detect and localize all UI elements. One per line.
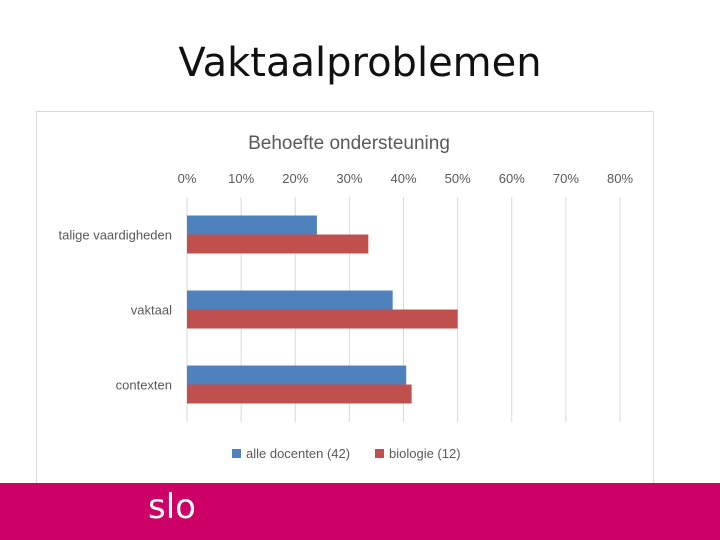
chart-title: Behoefte ondersteuning bbox=[248, 133, 450, 154]
x-tick-label: 40% bbox=[390, 171, 416, 186]
x-tick-label: 50% bbox=[445, 171, 471, 186]
legend-label: biologie (12) bbox=[389, 446, 461, 461]
bar bbox=[187, 215, 317, 235]
legend-swatch bbox=[232, 449, 241, 458]
footer-bar bbox=[0, 483, 720, 540]
x-tick-label: 20% bbox=[282, 171, 308, 186]
bar bbox=[187, 290, 393, 310]
slide-title: Vaktaalproblemen bbox=[178, 40, 542, 86]
x-tick-label: 10% bbox=[228, 171, 254, 186]
x-tick-label: 80% bbox=[607, 171, 633, 186]
bar bbox=[187, 234, 369, 254]
bar-chart: Behoefte ondersteuning 0% 10% 20% 30% 40% 50%… bbox=[59, 133, 634, 461]
category-label: contexten bbox=[116, 378, 172, 393]
chart-frame: Behoefte ondersteuning 0% 10% 20% 30% 40% 50%… bbox=[36, 111, 654, 485]
bar bbox=[187, 365, 407, 385]
bar bbox=[187, 309, 458, 329]
x-tick-label: 30% bbox=[336, 171, 362, 186]
category-label: vaktaal bbox=[131, 303, 172, 318]
x-tick-label: 60% bbox=[499, 171, 525, 186]
bar bbox=[187, 384, 412, 404]
x-tick-label: 70% bbox=[553, 171, 579, 186]
x-tick-label: 0% bbox=[178, 171, 197, 186]
legend-label: alle docenten (42) bbox=[246, 446, 350, 461]
category-label: talige vaardigheden bbox=[59, 228, 172, 243]
slo-logo: slo bbox=[148, 487, 196, 527]
legend-swatch bbox=[375, 449, 384, 458]
